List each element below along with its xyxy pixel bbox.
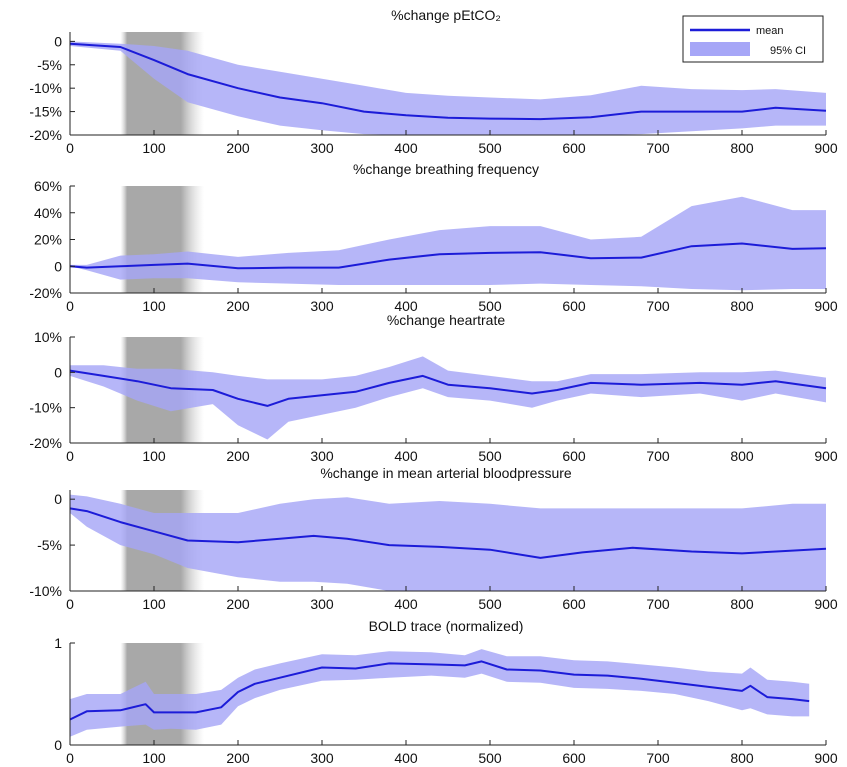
panel-1: 0 100 200 300 400 500 600 700 800 900 0 -5% -10% -15%… [29,7,838,156]
x-tick-label: 900 [814,596,838,612]
x-tick-label: 400 [394,298,418,314]
panel-title: %change pEtCO₂ [391,7,501,23]
y-tick-label: 0 [54,491,62,507]
y-tick-label: -5% [37,537,62,553]
x-tick-label: 100 [142,448,166,464]
x-tick-label: 0 [66,750,74,766]
legend-ci-label: 95% CI [770,45,806,57]
x-tick-label: 300 [310,448,334,464]
y-tick-label: -5% [37,57,62,73]
x-tick-label: 400 [394,140,418,156]
y-tick-label: 0 [54,258,62,274]
x-tick-label: 900 [814,140,838,156]
panel-4: 0 100 200 300 400 500 600 700 800 900 0 -5% -10% %cha… [29,465,838,612]
x-tick-label: 200 [226,448,250,464]
x-tick-label: 100 [142,298,166,314]
x-tick-label: 500 [478,448,502,464]
y-tick-label: 10% [34,329,62,345]
x-tick-label: 200 [226,596,250,612]
x-tick-label: 0 [66,140,74,156]
panel-title: BOLD trace (normalized) [369,618,524,634]
x-tick-label: 200 [226,140,250,156]
x-tick-label: 700 [646,596,670,612]
x-tick-label: 200 [226,750,250,766]
panels-layer: 0 100 200 300 400 500 600 700 800 9000-5%-10%-15%… [29,7,838,766]
x-tick-label: 800 [730,140,754,156]
x-tick-label: 600 [562,750,586,766]
x-tick-label: 700 [646,298,670,314]
x-tick-label: 400 [394,448,418,464]
x-tick-label: 600 [562,298,586,314]
panel-5: 0 100 200 300 400 500 600 700 800 900 1 0 BOLD trace… [54,618,838,766]
x-tick-label: 500 [478,750,502,766]
x-tick-label: 300 [310,596,334,612]
x-tick-label: 900 [814,298,838,314]
x-tick-label: 800 [730,750,754,766]
mean-line [69,242,827,270]
x-tick-label: 900 [814,448,838,464]
panel-title: %change in mean arterial bloodpressure [320,465,572,481]
x-tick-label: 400 [394,750,418,766]
ci-band [70,196,826,291]
x-tick-label: 600 [562,140,586,156]
y-tick-label: -10% [29,583,62,599]
x-tick-label: 700 [646,750,670,766]
x-tick-label: 700 [646,448,670,464]
panel-3: 0 100 200 300 400 500 600 700 800 900 10% 0 -10% -20%… [29,312,838,464]
x-tick-label: 200 [226,298,250,314]
y-tick-label: 40% [34,205,62,221]
y-tick-label: -10% [29,80,62,96]
y-tick-label: -20% [29,435,62,451]
y-tick-label: -20% [29,285,62,301]
x-tick-label: 600 [562,448,586,464]
x-tick-label: 100 [142,596,166,612]
mean-line [69,660,810,721]
x-tick-label: 0 [66,448,74,464]
x-tick-label: 0 [66,298,74,314]
legend-ci-swatch [690,42,750,56]
x-tick-label: 600 [562,596,586,612]
y-tick-label: 1 [54,635,62,651]
y-tick-label: 20% [34,232,62,248]
x-tick-label: 100 [142,140,166,156]
x-tick-label: 800 [730,596,754,612]
x-tick-label: 300 [310,298,334,314]
panel-title: %change heartrate [387,312,506,328]
x-tick-label: 100 [142,750,166,766]
x-tick-label: 500 [478,298,502,314]
y-tick-label: -10% [29,400,62,416]
x-tick-label: 800 [730,448,754,464]
x-tick-label: 400 [394,596,418,612]
x-tick-label: 700 [646,140,670,156]
y-tick-label: -15% [29,104,62,120]
y-tick-label: 0 [54,364,62,380]
ci-band [70,649,810,737]
x-tick-label: 300 [310,750,334,766]
x-tick-label: 500 [478,596,502,612]
panel-2: 0 100 200 300 400 500 600 700 800 90060%40%20%0-2… [29,161,838,314]
mean-line [69,369,827,407]
ci-band [70,356,826,440]
y-tick-label: 0 [54,737,62,753]
panel-title: %change breathing frequency [353,161,539,177]
legend: mean 95% CI [682,15,824,63]
mean-line [69,507,827,559]
x-tick-label: 0 [66,596,74,612]
x-tick-label: 500 [478,140,502,156]
y-tick-label: -20% [29,127,62,143]
y-tick-label: 0 [54,33,62,49]
x-tick-label: 800 [730,298,754,314]
y-tick-label: 60% [34,178,62,194]
x-tick-label: 300 [310,140,334,156]
mean-line [69,42,827,121]
ci-band [70,494,826,591]
legend-mean-label: mean [756,25,784,37]
x-tick-label: 900 [814,750,838,766]
